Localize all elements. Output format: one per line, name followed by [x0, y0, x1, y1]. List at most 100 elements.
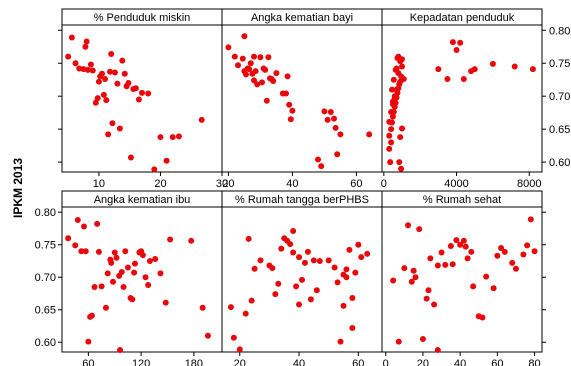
data-point	[457, 241, 464, 248]
data-point	[527, 216, 534, 223]
data-point	[389, 113, 396, 120]
data-point	[125, 80, 132, 87]
data-point	[94, 95, 101, 102]
data-point	[259, 79, 265, 86]
data-point	[107, 68, 113, 75]
data-point	[310, 257, 317, 264]
x-tick-label: 0	[383, 358, 389, 366]
data-point	[275, 280, 282, 287]
data-point	[72, 242, 79, 249]
data-point	[204, 332, 211, 339]
data-point	[94, 220, 101, 227]
panel-6: % Rumah sehat 0 20 40 60 80	[381, 190, 546, 366]
panel-5: % Rumah tangga berPHBS 20 40 60	[221, 190, 383, 366]
data-point	[236, 346, 243, 353]
data-point	[102, 76, 109, 83]
data-point	[318, 163, 325, 170]
data-point	[296, 254, 303, 261]
data-point	[511, 63, 518, 70]
data-point	[114, 80, 121, 87]
data-point	[483, 273, 490, 280]
data-point	[399, 63, 405, 70]
data-point	[152, 256, 159, 263]
x-tick-label: 30	[216, 178, 228, 190]
panel-frame	[61, 206, 223, 353]
data-point	[434, 347, 441, 354]
data-point	[468, 248, 475, 255]
data-point	[400, 76, 407, 83]
x-tick-label: 20	[154, 178, 166, 190]
data-point	[346, 246, 353, 253]
data-point	[460, 76, 467, 83]
data-point	[283, 90, 289, 97]
data-point	[395, 53, 402, 60]
data-point	[105, 131, 112, 138]
data-point	[163, 157, 170, 164]
data-point	[78, 248, 85, 255]
data-point	[315, 156, 321, 163]
data-point	[251, 53, 257, 60]
x-tick-label: 0	[381, 178, 387, 190]
data-point	[364, 250, 371, 257]
y-tick-label: 0.60	[35, 337, 56, 349]
data-point	[257, 54, 264, 61]
x-tick-label: 20	[417, 358, 429, 366]
data-point	[529, 66, 536, 73]
x-tick-label: 60	[350, 178, 362, 190]
data-point	[434, 262, 441, 269]
panel-frame	[221, 24, 383, 173]
data-point	[449, 261, 456, 268]
panel-title: % Rumah sehat	[423, 194, 501, 206]
data-point	[142, 274, 149, 281]
data-point	[388, 139, 395, 146]
data-point	[316, 257, 323, 264]
x-tick-label: 40	[293, 358, 305, 366]
data-point	[287, 116, 294, 123]
data-point	[325, 257, 332, 264]
data-point	[235, 62, 241, 69]
data-point	[479, 314, 486, 321]
data-point	[198, 116, 205, 123]
data-point	[401, 265, 408, 272]
data-point	[389, 101, 396, 108]
y-tick-label: 0.60	[549, 157, 570, 169]
data-point	[490, 285, 497, 292]
x-tick-label: 40	[286, 178, 298, 190]
data-point	[145, 90, 152, 97]
data-point	[241, 33, 248, 40]
data-point	[494, 252, 501, 259]
data-point	[118, 269, 125, 276]
data-point	[139, 252, 146, 259]
data-point	[82, 43, 89, 50]
data-point	[334, 151, 341, 158]
data-point	[464, 255, 471, 262]
data-point	[435, 66, 442, 73]
data-point	[449, 39, 456, 46]
x-tick-label: 20	[222, 178, 234, 190]
data-point	[498, 244, 505, 251]
data-point	[251, 265, 258, 272]
data-point	[99, 70, 105, 77]
data-point	[85, 338, 92, 345]
data-point	[447, 243, 454, 250]
data-point	[246, 66, 253, 73]
y-tick-label: 0.70	[35, 272, 56, 284]
data-point	[337, 338, 344, 345]
data-point	[324, 116, 331, 123]
data-point	[290, 249, 297, 256]
data-point	[95, 248, 102, 255]
data-point	[460, 237, 467, 244]
data-point	[531, 248, 538, 255]
data-point	[453, 47, 460, 54]
panel-1: % Penduduk miskin 10 20 30	[58, 8, 228, 190]
data-point	[98, 283, 105, 290]
data-point	[286, 101, 293, 108]
data-point	[416, 226, 423, 233]
data-point	[109, 278, 116, 285]
data-point	[225, 44, 232, 51]
data-point	[287, 241, 294, 248]
data-point	[349, 324, 356, 331]
data-point	[80, 223, 87, 230]
data-point	[509, 259, 516, 266]
